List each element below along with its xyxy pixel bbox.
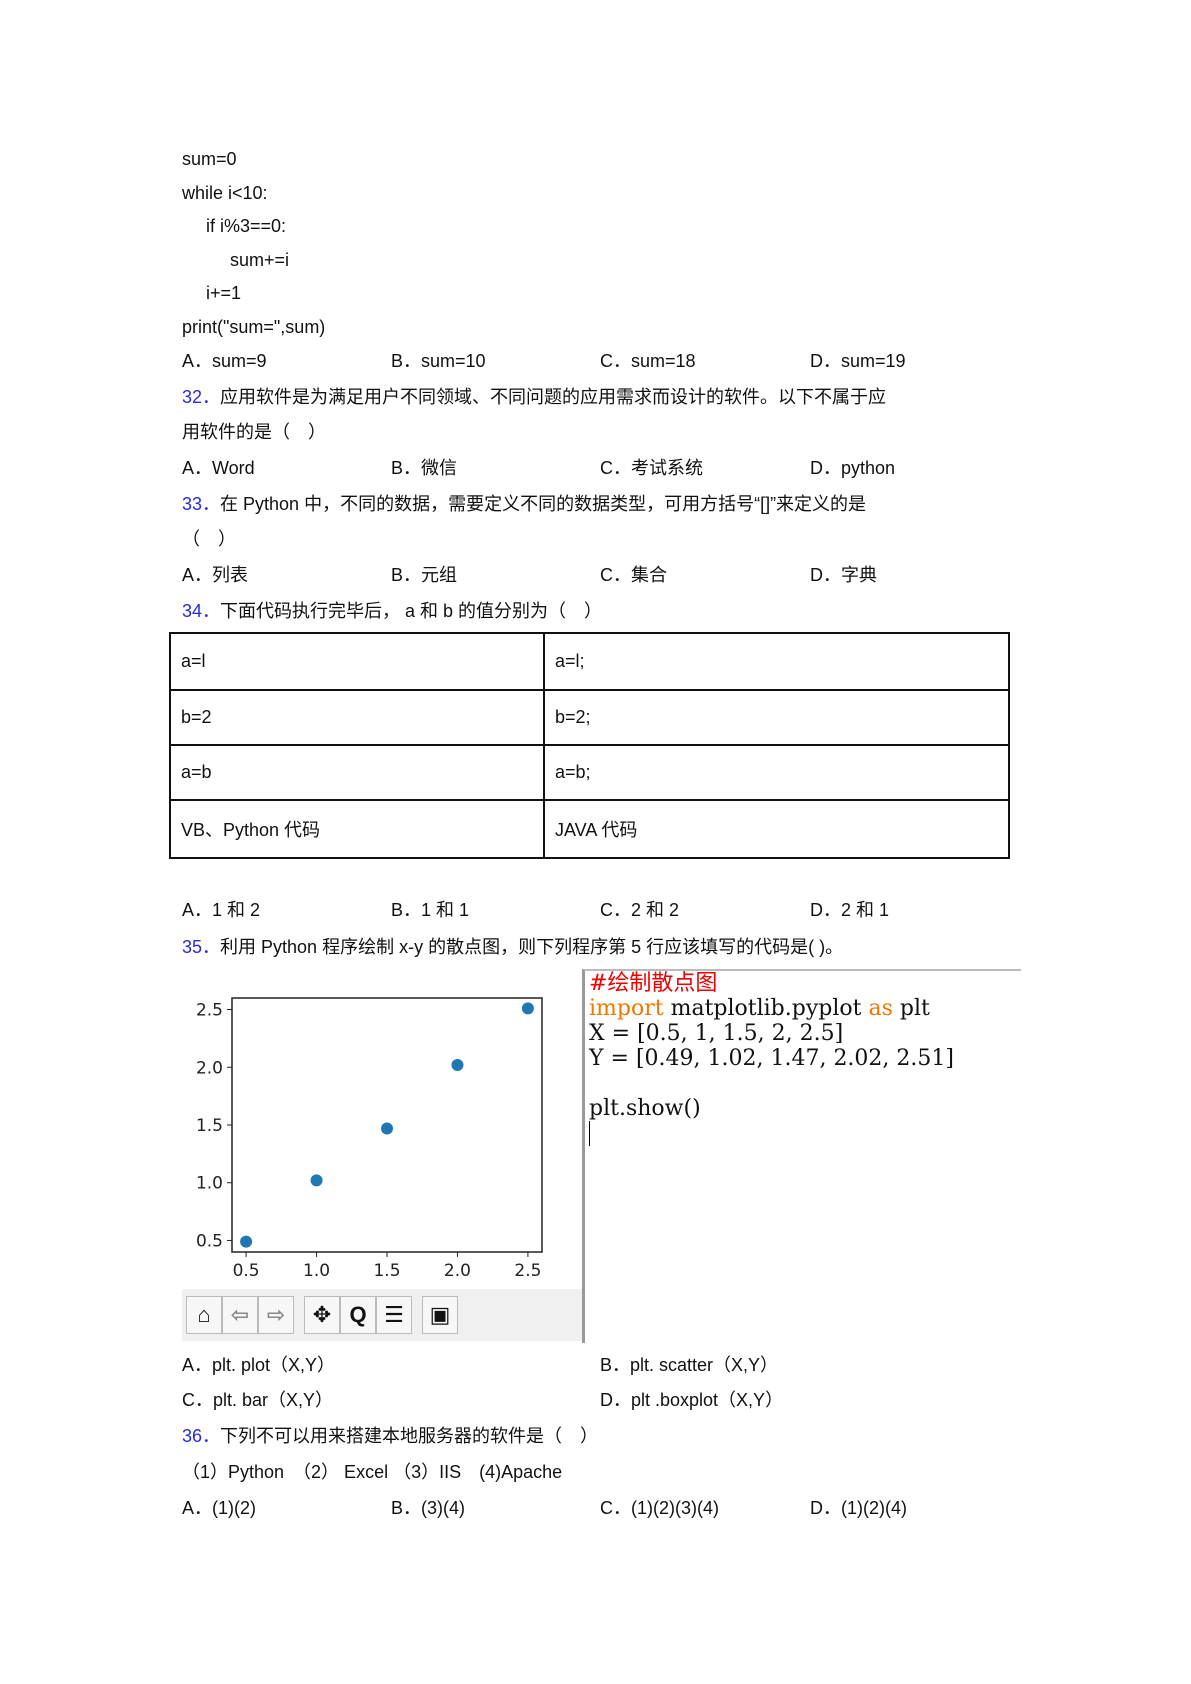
- pan-icon[interactable]: ✥: [304, 1296, 340, 1334]
- code-text: plt: [892, 996, 930, 1021]
- code-editor[interactable]: #绘制散点图 import matplotlib.pyplot as plt X…: [582, 969, 1021, 1343]
- option-a: A．plt. plot（X,Y）: [182, 1355, 336, 1375]
- save-icon[interactable]: ▣: [422, 1296, 458, 1334]
- keyword: as: [868, 996, 893, 1021]
- option-c: C．plt. bar（X,Y）: [182, 1390, 334, 1410]
- code-line: sum+=i: [230, 250, 290, 270]
- question-text: 下面代码执行完毕后， a 和 b 的值分别为（ ）: [220, 601, 603, 621]
- code-import-line: import matplotlib.pyplot as plt: [585, 996, 1021, 1021]
- option-a: A．1 和 2: [182, 900, 261, 920]
- y-tick-label: 0.5: [196, 1231, 223, 1251]
- option-b: B．元组: [391, 565, 458, 585]
- question-text-cont: （ ）: [182, 529, 236, 549]
- data-point: [451, 1058, 464, 1071]
- data-point: [521, 1002, 534, 1015]
- option-a: A．sum=9: [182, 351, 267, 371]
- option-d: D．2 和 1: [810, 900, 890, 920]
- option-c: C．sum=18: [600, 351, 696, 371]
- cell: b=2;: [543, 689, 1010, 746]
- option-c: C．2 和 2: [600, 900, 680, 920]
- y-tick-label: 2.0: [196, 1058, 223, 1078]
- data-point: [240, 1235, 253, 1248]
- cell: a=l: [169, 632, 545, 691]
- data-point: [310, 1174, 323, 1187]
- zoom-icon[interactable]: Q: [340, 1296, 376, 1334]
- question-text: 在 Python 中，不同的数据，需要定义不同的数据类型，可用方括号“[]”来定…: [220, 494, 867, 514]
- question-text-cont: 用软件的是（ ）: [182, 422, 326, 442]
- question-33: 33．在 Python 中，不同的数据，需要定义不同的数据类型，可用方括号“[]…: [182, 493, 866, 515]
- cell: a=l;: [543, 632, 1010, 691]
- question-text: 应用软件是为满足用户不同领域、不同问题的应用需求而设计的软件。以下不属于应: [220, 387, 887, 407]
- question-text: 利用 Python 程序绘制 x-y 的散点图，则下列程序第 5 行应该填写的代…: [220, 937, 844, 957]
- code-line: i+=1: [206, 283, 242, 303]
- option-b: B．plt. scatter（X,Y）: [600, 1355, 779, 1375]
- x-tick-label: 1.5: [373, 1261, 400, 1281]
- option-d: D．sum=19: [810, 351, 906, 371]
- code-show-line: plt.show(): [589, 1096, 701, 1121]
- option-c: C．(1)(2)(3)(4): [600, 1498, 719, 1518]
- code-table: a=l a=l; b=2 b=2; a=b a=b; VB、Python 代码 JAVA…: [169, 632, 1010, 859]
- option-b: B．sum=10: [391, 351, 486, 371]
- question-35: 35．利用 Python 程序绘制 x-y 的散点图，则下列程序第 5 行应该填…: [182, 936, 843, 958]
- plot-toolbar: ⌂ ⇦ ⇨ ✥ Q ☰ ▣: [182, 1289, 584, 1341]
- question-text: 下列不可以用来搭建本地服务器的软件是（ ）: [220, 1426, 599, 1446]
- code-comment: #绘制散点图: [589, 971, 718, 996]
- option-b: B．1 和 1: [391, 900, 470, 920]
- option-c: C．考试系统: [600, 458, 703, 478]
- data-point: [381, 1122, 393, 1135]
- question-32: 32．应用软件是为满足用户不同领域、不同问题的应用需求而设计的软件。以下不属于应: [182, 386, 886, 408]
- code-line: print("sum=",sum): [182, 317, 326, 337]
- y-tick-label: 1.5: [196, 1116, 223, 1136]
- option-b: B．微信: [391, 458, 458, 478]
- scatter-chart: 0.5 1.0 1.5 2.0 2.5 0.5 1.0 1.5 2.0 2.5: [196, 997, 543, 1281]
- question-number: 35．: [182, 937, 221, 957]
- question-number: 33．: [182, 494, 221, 514]
- keyword: import: [589, 996, 664, 1021]
- cell: b=2: [169, 689, 545, 746]
- option-a: A．列表: [182, 565, 249, 585]
- option-d: D．字典: [810, 565, 877, 585]
- configure-icon[interactable]: ☰: [376, 1296, 412, 1334]
- option-b: B．(3)(4): [391, 1498, 466, 1518]
- option-a: A．Word: [182, 458, 255, 478]
- cell: a=b;: [543, 744, 1010, 801]
- option-c: C．集合: [600, 565, 667, 585]
- code-line: if i%3==0:: [206, 216, 287, 236]
- question-34: 34．下面代码执行完毕后， a 和 b 的值分别为（ ）: [182, 600, 602, 622]
- x-tick-label: 2.0: [444, 1261, 471, 1281]
- question-number: 32．: [182, 387, 221, 407]
- x-tick-label: 0.5: [233, 1261, 260, 1281]
- option-d: D．plt .boxplot（X,Y）: [600, 1390, 784, 1410]
- code-line: while i<10:: [182, 183, 268, 203]
- home-icon[interactable]: ⌂: [186, 1296, 222, 1334]
- cell: VB、Python 代码: [169, 799, 545, 859]
- option-a: A．(1)(2): [182, 1498, 257, 1518]
- question-36: 36．下列不可以用来搭建本地服务器的软件是（ ）: [182, 1425, 598, 1447]
- code-text: matplotlib.pyplot: [663, 996, 869, 1021]
- back-arrow-icon[interactable]: ⇦: [222, 1296, 258, 1334]
- question-number: 36．: [182, 1426, 221, 1446]
- scatter-plot-window: 0.5 1.0 1.5 2.0 2.5 0.5 1.0 1.5 2.0 2.5 ⌂ ⇦ ⇨ ✥ Q…: [182, 969, 584, 1341]
- y-tick-label: 1.0: [196, 1174, 223, 1194]
- code-line: sum=0: [182, 149, 237, 169]
- code-y-line: Y = [0.49, 1.02, 1.47, 2.02, 2.51]: [589, 1046, 954, 1071]
- text-cursor: [589, 1121, 1021, 1146]
- option-d: D．python: [810, 458, 896, 478]
- x-tick-label: 1.0: [303, 1261, 330, 1281]
- forward-arrow-icon[interactable]: ⇨: [258, 1296, 294, 1334]
- cell: JAVA 代码: [543, 799, 1010, 859]
- code-x-line: X = [0.5, 1, 1.5, 2, 2.5]: [589, 1021, 844, 1046]
- option-d: D．(1)(2)(4): [810, 1498, 907, 1518]
- y-tick-label: 2.5: [196, 1001, 223, 1021]
- cell: a=b: [169, 744, 545, 801]
- question-number: 34．: [182, 601, 221, 621]
- question-items: （1）Python （2） Excel （3）IIS (4)Apache: [182, 1462, 563, 1482]
- x-tick-label: 2.5: [514, 1261, 541, 1281]
